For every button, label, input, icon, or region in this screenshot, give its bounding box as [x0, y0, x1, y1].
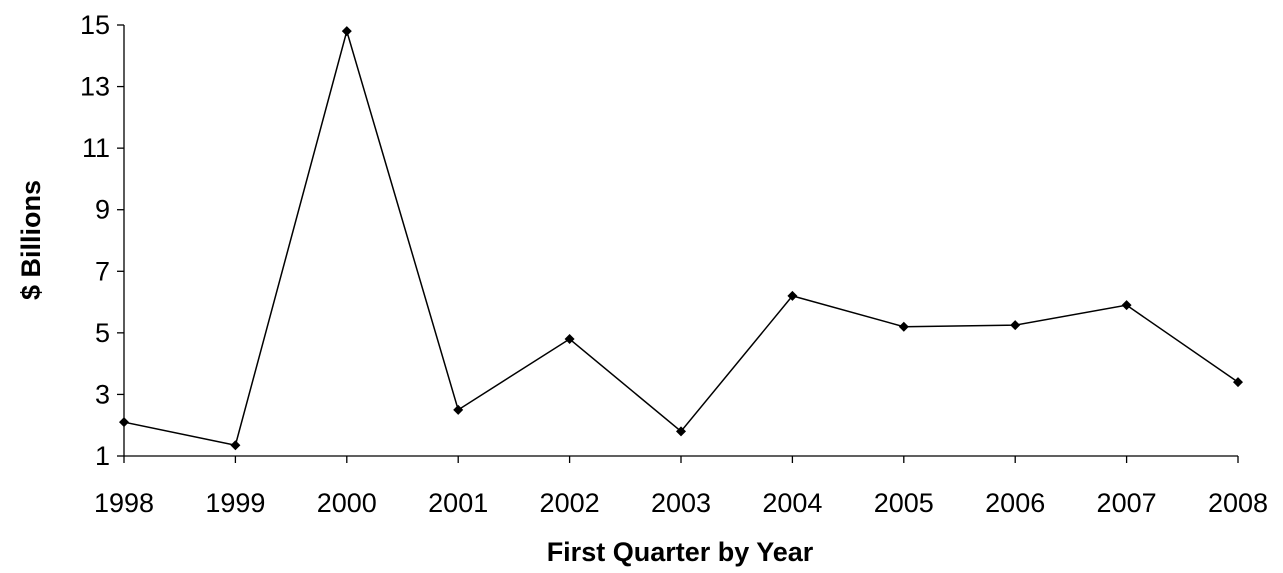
y-tick-label: 15 — [80, 10, 110, 40]
data-point-marker — [119, 417, 129, 428]
series-layer — [119, 26, 1243, 451]
x-tick-label: 2006 — [985, 488, 1045, 518]
data-point-marker — [230, 440, 241, 451]
x-tick-label: 2005 — [874, 488, 934, 518]
y-tick-label: 7 — [95, 256, 110, 286]
x-tick-label: 2007 — [1097, 488, 1157, 518]
x-tick-label: 2008 — [1208, 488, 1268, 518]
data-point-marker — [898, 321, 909, 332]
y-tick-label: 11 — [82, 133, 110, 163]
x-tick-label: 1998 — [94, 488, 154, 518]
data-point-marker — [676, 426, 686, 437]
x-tick-label: 1999 — [205, 488, 265, 518]
y-axis-title: $ Billions — [16, 180, 46, 300]
series-line — [123, 28, 1239, 447]
data-point-marker — [1233, 377, 1243, 388]
data-point-marker — [341, 26, 352, 37]
data-point-marker — [1121, 300, 1132, 311]
y-tick-label: 13 — [80, 72, 110, 102]
x-tick-label: 2003 — [651, 488, 711, 518]
y-tick-label: 5 — [95, 318, 110, 348]
x-tick-label: 2004 — [762, 488, 822, 518]
data-point-marker — [564, 334, 575, 345]
y-tick-label: 3 — [95, 379, 110, 409]
y-tick-label: 1 — [95, 441, 110, 471]
y-tick-label: 9 — [95, 195, 110, 225]
x-tick-label: 2000 — [317, 488, 377, 518]
x-axis-ticks: 1998 1999 2000 2001 2002 2003 2004 2005 2006 2007… — [94, 456, 1268, 518]
x-axis-title: First Quarter by Year — [547, 537, 814, 567]
data-point-marker — [787, 290, 798, 301]
x-tick-label: 2002 — [540, 488, 600, 518]
data-point-marker — [1010, 320, 1021, 331]
x-tick-label: 2001 — [428, 488, 488, 518]
data-point-marker — [453, 404, 464, 415]
